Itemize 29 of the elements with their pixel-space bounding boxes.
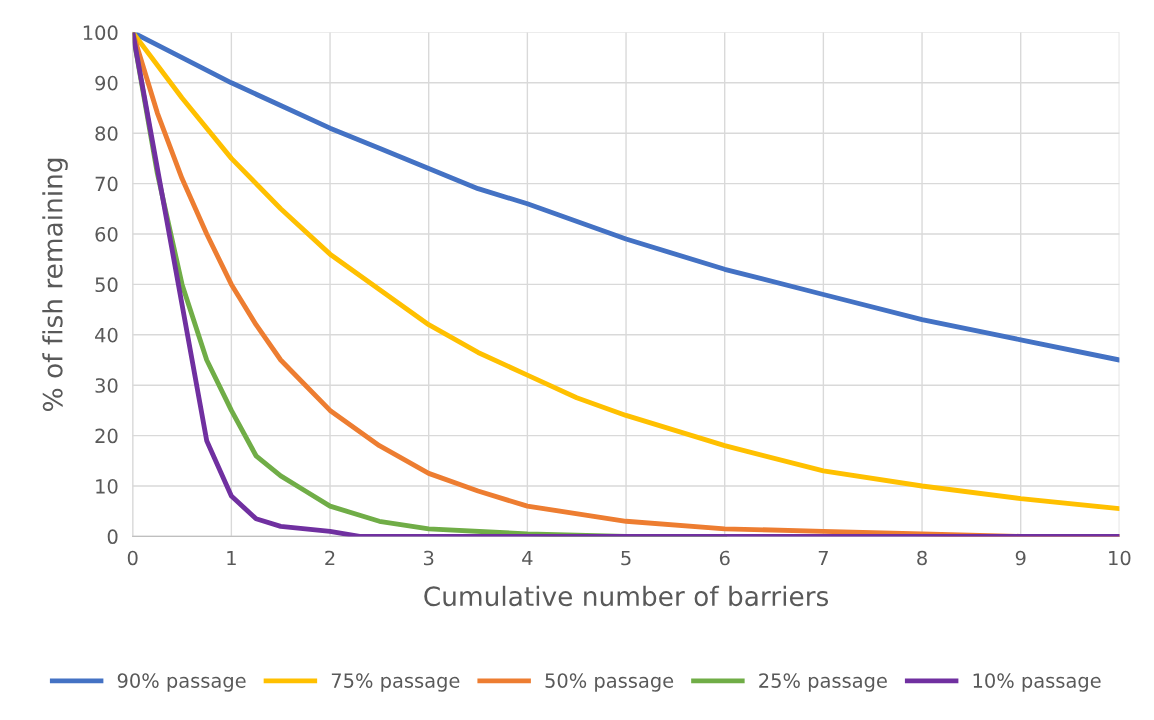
y-tick-label: 10 — [96, 478, 118, 494]
x-tick-label: 0 — [127, 550, 138, 566]
x-tick-label: 10 — [1109, 550, 1131, 566]
x-tick-label: 2 — [325, 550, 335, 566]
y-axis-title: % of fish remaining — [42, 158, 68, 411]
x-tick-label: 1 — [227, 550, 236, 566]
y-tick-label: 60 — [95, 226, 118, 242]
x-tick-label: 3 — [424, 550, 434, 566]
y-tick-label: 90 — [95, 75, 118, 91]
y-tick-label: 30 — [95, 378, 118, 393]
y-tick-label: 80 — [95, 126, 118, 141]
legend-label: 90% passage — [117, 673, 246, 692]
x-tick-label: 5 — [621, 550, 631, 566]
y-tick-label: 70 — [95, 176, 118, 192]
x-tick-label: 7 — [818, 550, 828, 566]
y-tick-label: 40 — [95, 327, 118, 343]
legend-label: 25% passage — [759, 673, 887, 692]
y-tick-label: 100 — [83, 25, 118, 41]
x-axis-title: Cumulative number of barriers — [424, 585, 829, 607]
x-tick-label: 6 — [719, 550, 730, 566]
legend-label: 75% passage — [331, 673, 460, 692]
legend-label: 10% passage — [973, 673, 1101, 692]
y-tick-label: 0 — [107, 529, 118, 545]
x-tick-label: 8 — [917, 550, 927, 566]
y-tick-label: 50 — [95, 277, 118, 293]
legend-label: 50% passage — [545, 673, 674, 692]
x-tick-label: 9 — [1015, 550, 1026, 566]
x-tick-label: 4 — [522, 550, 533, 566]
y-tick-label: 20 — [95, 428, 118, 444]
